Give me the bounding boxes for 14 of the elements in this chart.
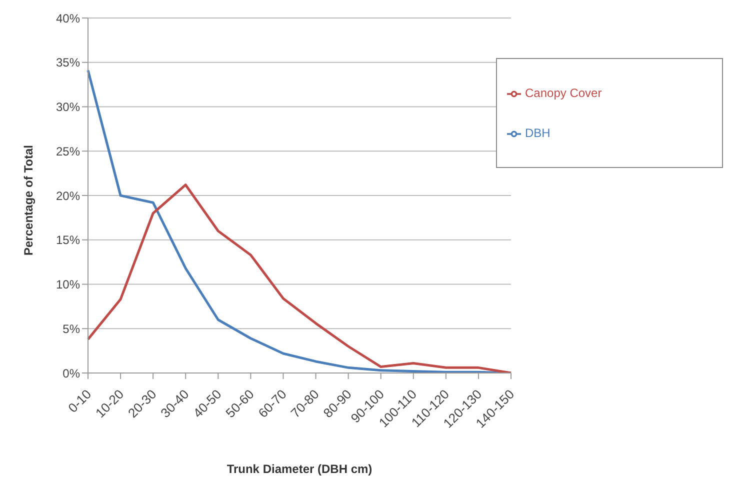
y-tick-label: 40% [56,11,80,26]
y-axis-title: Percentage of Total [21,145,36,256]
legend-label: Canopy Cover [525,86,602,100]
y-tick-label: 35% [56,56,80,70]
y-tick-label: 5% [62,322,80,336]
legend-label: DBH [525,126,550,140]
y-tick-label: 30% [56,100,80,114]
y-tick-label: 15% [56,233,80,248]
x-axis-title: Trunk Diameter (DBH cm) [226,462,372,476]
y-tick-label: 20% [56,188,80,203]
y-tick-label: 0% [62,366,80,380]
y-tick-label: 25% [56,144,80,158]
y-tick-label: 10% [56,278,80,292]
x-tick-label: 0-10 [65,386,94,416]
